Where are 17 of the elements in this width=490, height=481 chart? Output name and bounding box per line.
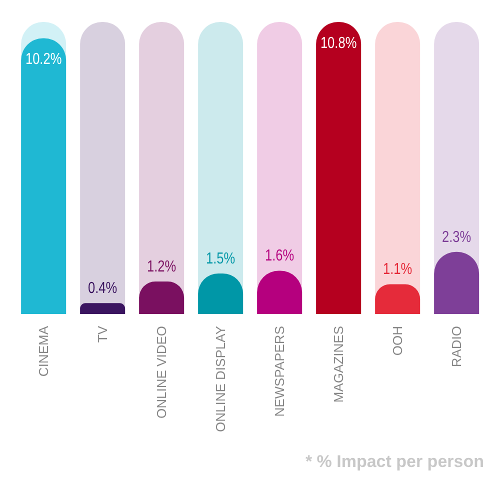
data-label: 1.5%	[206, 250, 236, 268]
data-label: 1.2%	[147, 258, 176, 276]
x-tick-label: OOH	[390, 326, 405, 356]
x-tick-label: ONLINE VIDEO	[154, 326, 169, 418]
x-tick-label: RADIO	[449, 326, 464, 368]
data-label: 1.1%	[383, 261, 412, 279]
x-tick-label: NEWSPAPERS	[272, 326, 287, 417]
data-label: 0.4%	[88, 280, 118, 298]
bar	[80, 303, 126, 314]
data-label: 2.3%	[442, 228, 472, 246]
x-tick-label: TV	[95, 326, 110, 343]
x-tick-label: MAGAZINES	[331, 326, 346, 403]
x-tick-label: ONLINE DISPLAY	[213, 326, 228, 432]
data-label: 10.8%	[320, 34, 357, 52]
data-label: 10.2%	[25, 50, 62, 69]
x-tick-label: CINEMA	[36, 326, 51, 377]
data-label: 1.6%	[265, 247, 294, 266]
